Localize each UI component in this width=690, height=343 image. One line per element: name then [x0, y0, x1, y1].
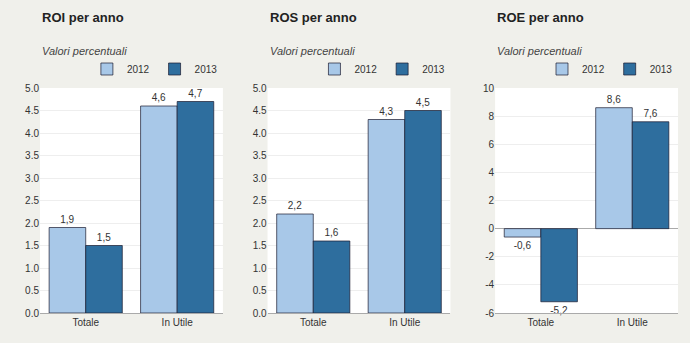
svg-text:1,6: 1,6	[324, 227, 338, 238]
svg-text:4: 4	[489, 167, 495, 178]
svg-text:3.0: 3.0	[253, 173, 267, 184]
svg-text:ROE per anno: ROE per anno	[497, 10, 584, 25]
svg-text:8: 8	[489, 111, 495, 122]
svg-text:Totale: Totale	[527, 317, 554, 328]
svg-text:4,7: 4,7	[188, 88, 202, 99]
svg-text:2012: 2012	[582, 64, 605, 75]
svg-text:2012: 2012	[127, 64, 150, 75]
svg-text:ROI per anno: ROI per anno	[42, 10, 124, 25]
svg-text:2013: 2013	[650, 64, 673, 75]
svg-text:-2: -2	[485, 251, 494, 262]
svg-text:4,6: 4,6	[152, 92, 166, 103]
svg-text:6: 6	[489, 139, 495, 150]
svg-text:10: 10	[483, 83, 495, 94]
svg-text:-0,6: -0,6	[514, 240, 532, 251]
svg-text:Valori percentuali: Valori percentuali	[497, 45, 582, 57]
svg-text:8,6: 8,6	[607, 94, 621, 105]
svg-text:In Utile: In Utile	[617, 317, 649, 328]
svg-text:-4: -4	[485, 279, 494, 290]
svg-text:-5,2: -5,2	[550, 305, 568, 316]
svg-text:1.0: 1.0	[253, 263, 267, 274]
svg-text:2.0: 2.0	[25, 218, 39, 229]
svg-text:3.5: 3.5	[25, 150, 39, 161]
svg-text:4.0: 4.0	[253, 128, 267, 139]
svg-text:Totale: Totale	[300, 317, 327, 328]
svg-text:In Utile: In Utile	[389, 317, 421, 328]
svg-text:4,5: 4,5	[416, 97, 430, 108]
svg-text:0.5: 0.5	[25, 285, 39, 296]
svg-text:2013: 2013	[422, 64, 445, 75]
svg-text:4.5: 4.5	[25, 105, 39, 116]
svg-text:2012: 2012	[354, 64, 377, 75]
svg-text:4.5: 4.5	[253, 105, 267, 116]
svg-text:1.0: 1.0	[25, 263, 39, 274]
svg-text:2,2: 2,2	[288, 200, 302, 211]
svg-text:Totale: Totale	[72, 317, 99, 328]
svg-text:Valori percentuali: Valori percentuali	[270, 45, 355, 57]
svg-text:0.0: 0.0	[25, 308, 39, 319]
svg-text:2: 2	[489, 195, 495, 206]
svg-text:1.5: 1.5	[25, 240, 39, 251]
svg-text:3.5: 3.5	[253, 150, 267, 161]
svg-text:-6: -6	[485, 308, 494, 319]
svg-text:0.5: 0.5	[253, 285, 267, 296]
svg-text:2.5: 2.5	[253, 195, 267, 206]
svg-text:4,3: 4,3	[379, 106, 393, 117]
svg-text:1,5: 1,5	[97, 232, 111, 243]
svg-text:2.5: 2.5	[25, 195, 39, 206]
svg-text:5.0: 5.0	[253, 83, 267, 94]
svg-text:3.0: 3.0	[25, 173, 39, 184]
svg-text:1,9: 1,9	[60, 214, 74, 225]
svg-text:7,6: 7,6	[643, 108, 657, 119]
svg-text:5.0: 5.0	[25, 83, 39, 94]
svg-text:0.0: 0.0	[253, 308, 267, 319]
svg-text:2013: 2013	[195, 64, 218, 75]
svg-text:Valori percentuali: Valori percentuali	[42, 45, 127, 57]
svg-text:In Utile: In Utile	[162, 317, 194, 328]
svg-text:0: 0	[489, 223, 495, 234]
svg-text:4.0: 4.0	[25, 128, 39, 139]
svg-text:2.0: 2.0	[253, 218, 267, 229]
svg-text:1.5: 1.5	[253, 240, 267, 251]
svg-text:ROS per anno: ROS per anno	[270, 10, 357, 25]
